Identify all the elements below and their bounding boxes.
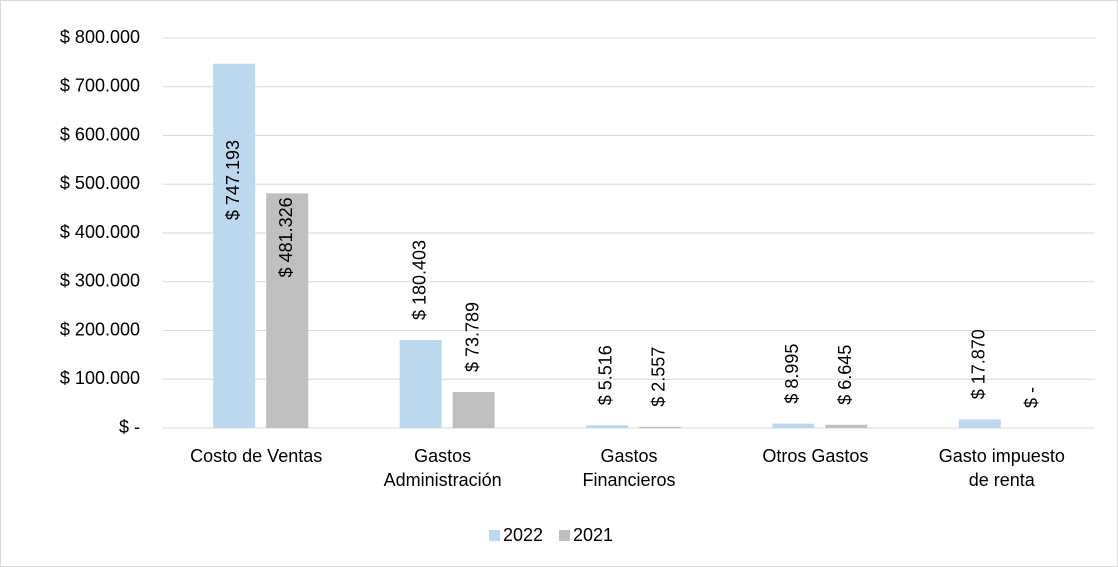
legend-label: 2021	[573, 525, 613, 545]
bar	[772, 423, 815, 428]
y-tick-label: $ -	[119, 417, 140, 437]
data-label: $ 17.870	[969, 329, 989, 399]
data-label: $ 5.516	[596, 345, 616, 405]
bar	[213, 63, 256, 429]
y-tick-label: $ 400.000	[60, 222, 140, 242]
y-tick-label: $ 500.000	[60, 173, 140, 193]
x-tick-label: Gasto impuesto de renta	[939, 446, 1065, 490]
x-tick-label: Gastos Administración	[384, 446, 502, 490]
data-label: $ -	[1022, 387, 1042, 408]
data-label: $ 73.789	[462, 302, 482, 372]
data-label: $ 747.193	[223, 140, 243, 220]
bar	[266, 193, 309, 428]
bar	[586, 425, 628, 428]
data-label: $ 481.326	[276, 197, 296, 277]
bar	[452, 392, 495, 428]
data-label: $ 8.995	[782, 344, 802, 404]
bar	[399, 340, 442, 428]
y-tick-label: $ 200.000	[60, 319, 140, 339]
y-tick-label: $ 300.000	[60, 271, 140, 291]
y-tick-label: $ 800.000	[60, 27, 140, 47]
legend-swatch	[489, 530, 500, 541]
x-tick-label: Otros Gastos	[762, 446, 868, 466]
y-tick-label: $ 100.000	[60, 368, 140, 388]
legend-swatch	[559, 530, 570, 541]
y-tick-label: $ 700.000	[60, 76, 140, 96]
y-tick-label: $ 600.000	[60, 124, 140, 144]
data-label: $ 180.403	[409, 240, 429, 320]
legend-label: 2022	[503, 525, 543, 545]
x-tick-label: Costo de Ventas	[190, 446, 322, 466]
bar	[958, 419, 1001, 428]
bar	[825, 424, 868, 428]
x-tick-label: Gastos Financieros	[582, 446, 675, 490]
data-label: $ 2.557	[649, 347, 669, 407]
bar	[639, 426, 681, 428]
data-label: $ 6.645	[835, 345, 855, 405]
